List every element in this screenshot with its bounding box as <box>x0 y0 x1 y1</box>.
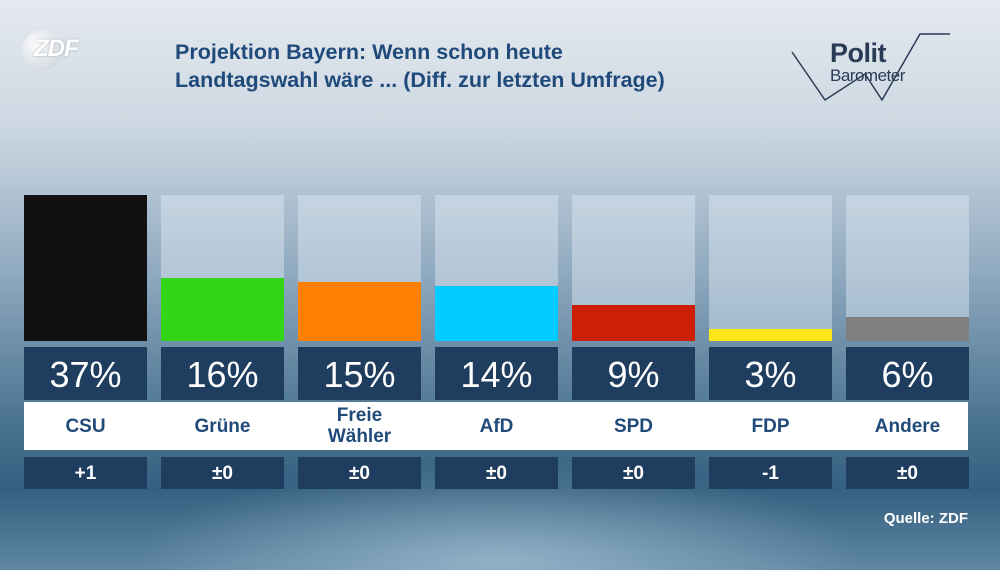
diff-label: ±0 <box>435 457 558 489</box>
value-label: 14% <box>435 347 558 400</box>
party-label-line: AfD <box>479 415 514 437</box>
party-label-text: CSU <box>65 416 105 437</box>
diff-label: ±0 <box>298 457 421 489</box>
party-label-line: Wähler <box>327 426 392 447</box>
bar-track <box>709 195 832 341</box>
diff-label: +1 <box>24 457 147 489</box>
party-label: Andere <box>846 402 969 450</box>
bar <box>161 278 284 341</box>
party-label-text: AfD <box>480 416 514 437</box>
politbarometer-logo: Polit Barometer <box>790 32 955 102</box>
party-label-strip <box>24 402 968 450</box>
bar <box>709 329 832 341</box>
politbarometer-word-1: Polit <box>830 38 887 68</box>
diff-label: ±0 <box>846 457 969 489</box>
party-label: Grüne <box>161 402 284 450</box>
party-label-text: SPD <box>614 416 653 437</box>
politbarometer-line-icon <box>791 33 950 102</box>
bar-track <box>846 195 969 341</box>
value-label: 16% <box>161 347 284 400</box>
bar <box>298 282 421 341</box>
party-label: FDP <box>709 402 832 450</box>
chart-title: Projektion Bayern: Wenn schon heute Land… <box>175 38 775 94</box>
politbarometer-word-2: Barometer <box>830 66 905 85</box>
chart-title-line-1: Projektion Bayern: Wenn schon heute <box>175 40 563 64</box>
party-label-line: Freie <box>336 405 383 426</box>
party-label: Freie Wähler <box>298 402 421 450</box>
bar <box>435 286 558 341</box>
party-label: SPD <box>572 402 695 450</box>
value-label: 6% <box>846 347 969 400</box>
party-label-line: Andere <box>874 415 941 437</box>
value-label: 3% <box>709 347 832 400</box>
party-label-text: FDP <box>752 416 790 437</box>
value-label: 37% <box>24 347 147 400</box>
party-label-text: Andere <box>875 416 940 437</box>
diff-label: ±0 <box>161 457 284 489</box>
party-label: CSU <box>24 402 147 450</box>
bar <box>24 195 147 341</box>
zdf-logo-text: ZDF <box>34 35 79 62</box>
party-label-line: SPD <box>613 415 654 437</box>
party-label-line: Grüne <box>194 415 251 437</box>
diff-label: ±0 <box>572 457 695 489</box>
party-label: AfD <box>435 402 558 450</box>
diff-label: -1 <box>709 457 832 489</box>
bar-chart: 37% CSU +1 16% Grüne ±0 15% Freie Wähler ±0 14% AfD… <box>24 195 969 489</box>
party-label-text: Grüne <box>195 416 251 437</box>
value-label: 15% <box>298 347 421 400</box>
zdf-logo-circle <box>22 30 62 70</box>
party-label-line: FDP <box>751 415 790 437</box>
party-label-text: Freie Wähler <box>328 405 391 447</box>
source-label: Quelle: ZDF <box>883 510 968 527</box>
bar <box>846 317 969 341</box>
chart-title-line-2: Landtagswahl wäre ... (Diff. zur letzten… <box>175 68 665 92</box>
party-label-line: CSU <box>65 415 106 437</box>
value-label: 9% <box>572 347 695 400</box>
bar <box>572 305 695 341</box>
zdf-logo: ZDF <box>22 30 92 72</box>
